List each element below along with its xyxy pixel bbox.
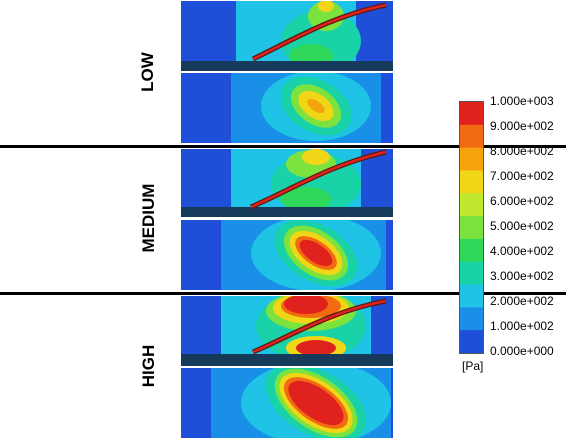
legend-tick-500: 5.000e+002 bbox=[490, 219, 554, 233]
row-label-high: HIGH bbox=[139, 344, 158, 388]
legend-tick-200: 2.000e+002 bbox=[490, 294, 554, 308]
legend-band bbox=[460, 307, 483, 331]
legend-tick-1000: 1.000e+003 bbox=[490, 94, 554, 108]
medium-bottom-contour bbox=[180, 219, 394, 291]
legend-band bbox=[460, 261, 483, 286]
legend-tick-0: 0.000e+000 bbox=[490, 344, 554, 358]
low-top-contour bbox=[180, 0, 394, 72]
row-divider-1 bbox=[0, 145, 566, 148]
legend-band bbox=[460, 102, 483, 126]
legend-unit: [Pa] bbox=[462, 359, 484, 373]
legend-tick-300: 3.000e+002 bbox=[490, 269, 554, 283]
legend-band bbox=[460, 284, 483, 308]
legend-tick-100: 1.000e+002 bbox=[490, 319, 554, 333]
legend-tick-700: 7.000e+002 bbox=[490, 169, 554, 183]
high-top-contour bbox=[180, 295, 394, 367]
legend-tick-600: 6.000e+002 bbox=[490, 194, 554, 208]
medium-top-contour bbox=[180, 148, 394, 218]
legend-band bbox=[460, 216, 483, 240]
legend-band bbox=[460, 170, 483, 194]
legend-band bbox=[460, 193, 483, 217]
low-bottom-contour bbox=[180, 72, 394, 144]
row-divider-2 bbox=[0, 292, 566, 295]
legend-band bbox=[460, 147, 483, 171]
legend-band bbox=[460, 330, 483, 353]
high-bottom-contour bbox=[180, 367, 394, 439]
legend-band bbox=[460, 124, 483, 149]
legend-tick-400: 4.000e+002 bbox=[490, 244, 554, 258]
row-label-medium: MEDIUM bbox=[139, 183, 158, 253]
legend-color-bar bbox=[459, 101, 484, 354]
legend-band bbox=[460, 238, 483, 263]
legend-tick-800: 8.000e+002 bbox=[490, 144, 554, 158]
row-label-low: LOW bbox=[138, 52, 157, 92]
legend-tick-900: 9.000e+002 bbox=[490, 119, 554, 133]
